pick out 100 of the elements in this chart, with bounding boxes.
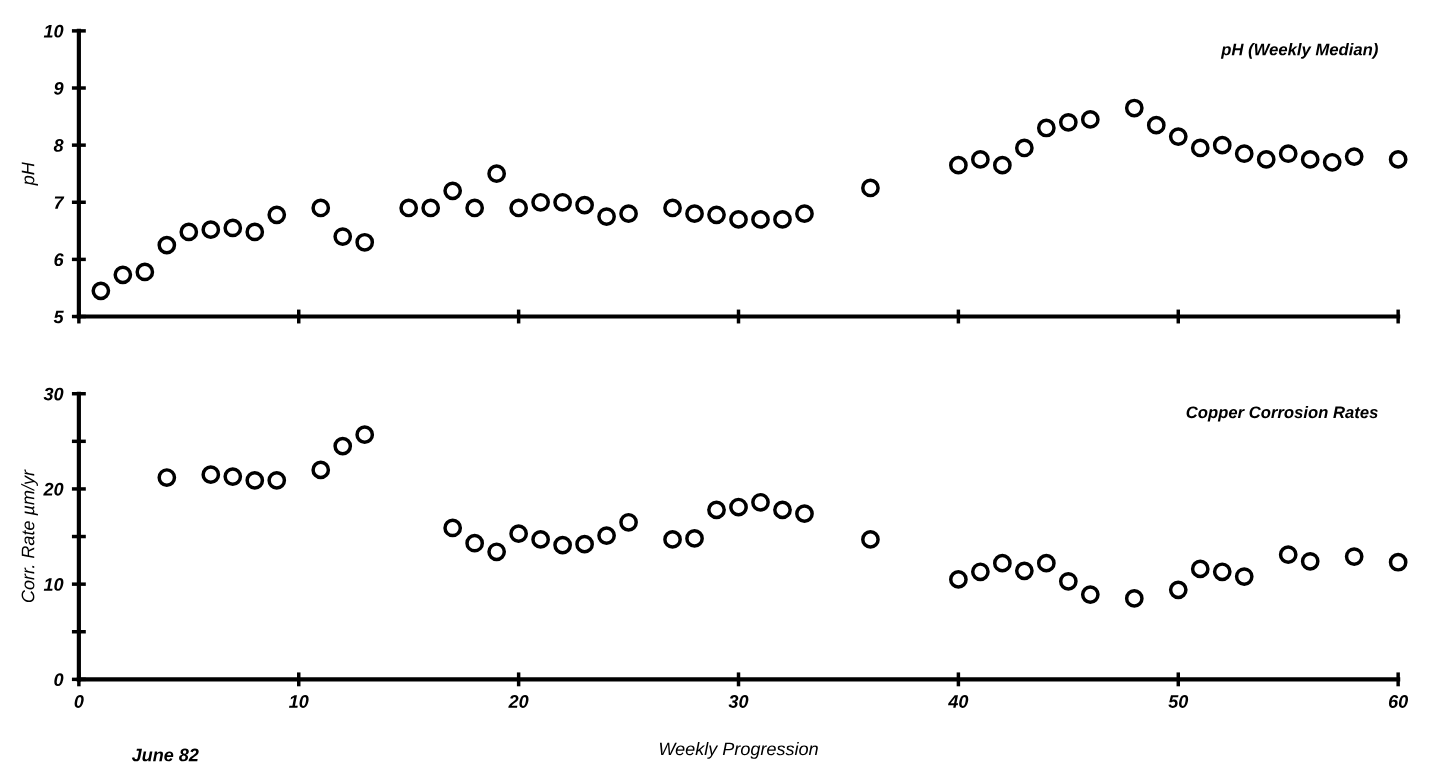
point — [619, 512, 638, 532]
x-tick-label: 0 — [74, 695, 84, 708]
point — [91, 281, 111, 301]
point — [1036, 118, 1056, 138]
point — [1058, 112, 1078, 132]
point — [1300, 551, 1320, 571]
point — [773, 210, 792, 229]
point — [487, 542, 507, 562]
point — [245, 470, 265, 490]
point — [509, 524, 529, 544]
point — [465, 198, 485, 218]
point — [311, 460, 331, 480]
point — [135, 262, 155, 282]
point — [1322, 152, 1342, 172]
point — [685, 529, 704, 548]
point — [223, 218, 243, 238]
point — [1300, 150, 1320, 169]
point — [663, 530, 682, 549]
point — [443, 181, 463, 201]
y-axis-title: Corr. Rate µm/yr — [21, 469, 38, 603]
point — [773, 500, 792, 520]
y-tick-label: 6 — [54, 253, 64, 267]
point — [1256, 150, 1276, 169]
point — [531, 530, 550, 549]
point — [1212, 562, 1232, 582]
x-tick-label: 60 — [1388, 695, 1409, 708]
point — [992, 553, 1012, 573]
point — [1278, 545, 1298, 565]
point — [311, 198, 331, 218]
point — [1190, 138, 1210, 158]
point — [1212, 135, 1232, 155]
point — [597, 207, 616, 226]
point — [333, 436, 353, 456]
point — [707, 500, 726, 520]
point — [795, 204, 814, 224]
y-tick-label: 20 — [43, 482, 64, 496]
point — [1344, 547, 1364, 566]
annotation: Copper Corrosion Rates — [1186, 405, 1378, 422]
point — [267, 470, 287, 490]
x-tick-label: 50 — [1168, 695, 1189, 708]
point — [487, 164, 507, 184]
point — [157, 235, 177, 255]
point — [1014, 138, 1034, 158]
point — [575, 195, 594, 215]
point — [729, 210, 748, 229]
point — [157, 468, 177, 487]
point — [1388, 150, 1408, 169]
point — [575, 534, 594, 554]
point — [355, 232, 375, 252]
point — [1168, 580, 1188, 600]
point — [267, 205, 287, 225]
point — [465, 533, 485, 553]
point — [1014, 561, 1034, 581]
point — [663, 198, 682, 218]
point — [1058, 571, 1078, 591]
point — [707, 205, 726, 225]
y-tick-label: 30 — [43, 387, 64, 401]
point — [553, 192, 572, 212]
point — [1234, 144, 1254, 164]
point — [553, 535, 572, 555]
x-tick-label: 30 — [728, 695, 749, 708]
point — [1278, 144, 1298, 164]
point — [113, 265, 133, 285]
x-axis-title: Weekly Progression — [659, 742, 818, 759]
point — [729, 497, 748, 517]
point — [861, 178, 880, 198]
point — [1190, 559, 1210, 579]
point — [971, 562, 990, 582]
point — [201, 465, 221, 485]
point — [531, 192, 550, 212]
point — [179, 222, 199, 242]
point — [949, 570, 968, 589]
point — [751, 210, 770, 229]
y-tick-label: 7 — [54, 196, 65, 209]
y-tick-label: 10 — [43, 24, 64, 38]
y-axis-title: pH — [21, 162, 38, 186]
point — [971, 150, 990, 169]
point — [333, 227, 353, 246]
y-tick-label: 9 — [53, 81, 64, 95]
point — [861, 530, 880, 549]
point — [1146, 115, 1166, 135]
point — [619, 204, 638, 224]
text: June 82 — [131, 748, 199, 762]
point — [1080, 110, 1100, 129]
point — [685, 204, 704, 224]
x-tick-label: 20 — [508, 695, 529, 708]
point — [443, 518, 463, 538]
point — [597, 526, 616, 545]
x-tick-label: 10 — [289, 695, 309, 708]
point — [751, 492, 770, 512]
point — [245, 222, 265, 242]
point — [355, 425, 375, 445]
point — [421, 198, 441, 218]
point — [992, 155, 1012, 175]
point — [1124, 589, 1144, 608]
point — [1234, 567, 1254, 586]
point — [1080, 585, 1100, 604]
y-tick-label: 10 — [43, 578, 64, 591]
point — [509, 198, 529, 218]
point — [223, 467, 243, 486]
